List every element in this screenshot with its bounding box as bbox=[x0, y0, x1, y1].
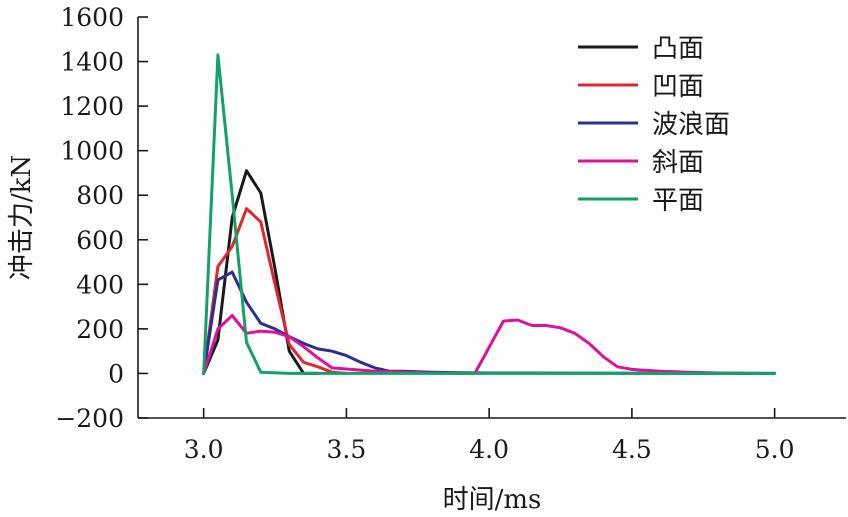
x-tick-label: 3.5 bbox=[327, 435, 367, 464]
series-line bbox=[202, 169, 320, 375]
y-axis-label: 冲击力/kN bbox=[7, 155, 37, 280]
y-tick-label: 0 bbox=[108, 359, 124, 388]
axes: −200 0 200 400 600 800 1000 1200 1400 1600 3.0 3.5 4… bbox=[55, 3, 846, 464]
x-tick-label: 4.5 bbox=[612, 435, 652, 464]
legend-label: 凹面 bbox=[652, 72, 704, 102]
y-tick-label: 1200 bbox=[60, 92, 124, 121]
legend-label: 斜面 bbox=[652, 148, 704, 178]
series-line bbox=[202, 53, 777, 375]
x-tick-label: 4.0 bbox=[469, 435, 509, 464]
y-tick-label: −200 bbox=[55, 404, 124, 433]
x-tick-label: 3.0 bbox=[184, 435, 224, 464]
y-tick-label: 200 bbox=[76, 315, 124, 344]
series-line bbox=[202, 270, 777, 375]
y-tick-label: 600 bbox=[76, 226, 124, 255]
x-tick-label: 5.0 bbox=[755, 435, 795, 464]
y-tick-label: 1600 bbox=[60, 3, 124, 32]
y-tick-label: 1400 bbox=[60, 48, 124, 77]
y-tick-label: 400 bbox=[76, 270, 124, 299]
x-axis-label: 时间/ms bbox=[443, 485, 542, 515]
y-tick-label: 800 bbox=[76, 181, 124, 210]
series-layer bbox=[202, 53, 777, 375]
legend-label: 凸面 bbox=[652, 34, 704, 64]
legend-label: 波浪面 bbox=[652, 110, 730, 140]
y-tick-label: 1000 bbox=[60, 137, 124, 166]
legend-label: 平面 bbox=[652, 186, 704, 216]
series-line bbox=[202, 207, 348, 375]
